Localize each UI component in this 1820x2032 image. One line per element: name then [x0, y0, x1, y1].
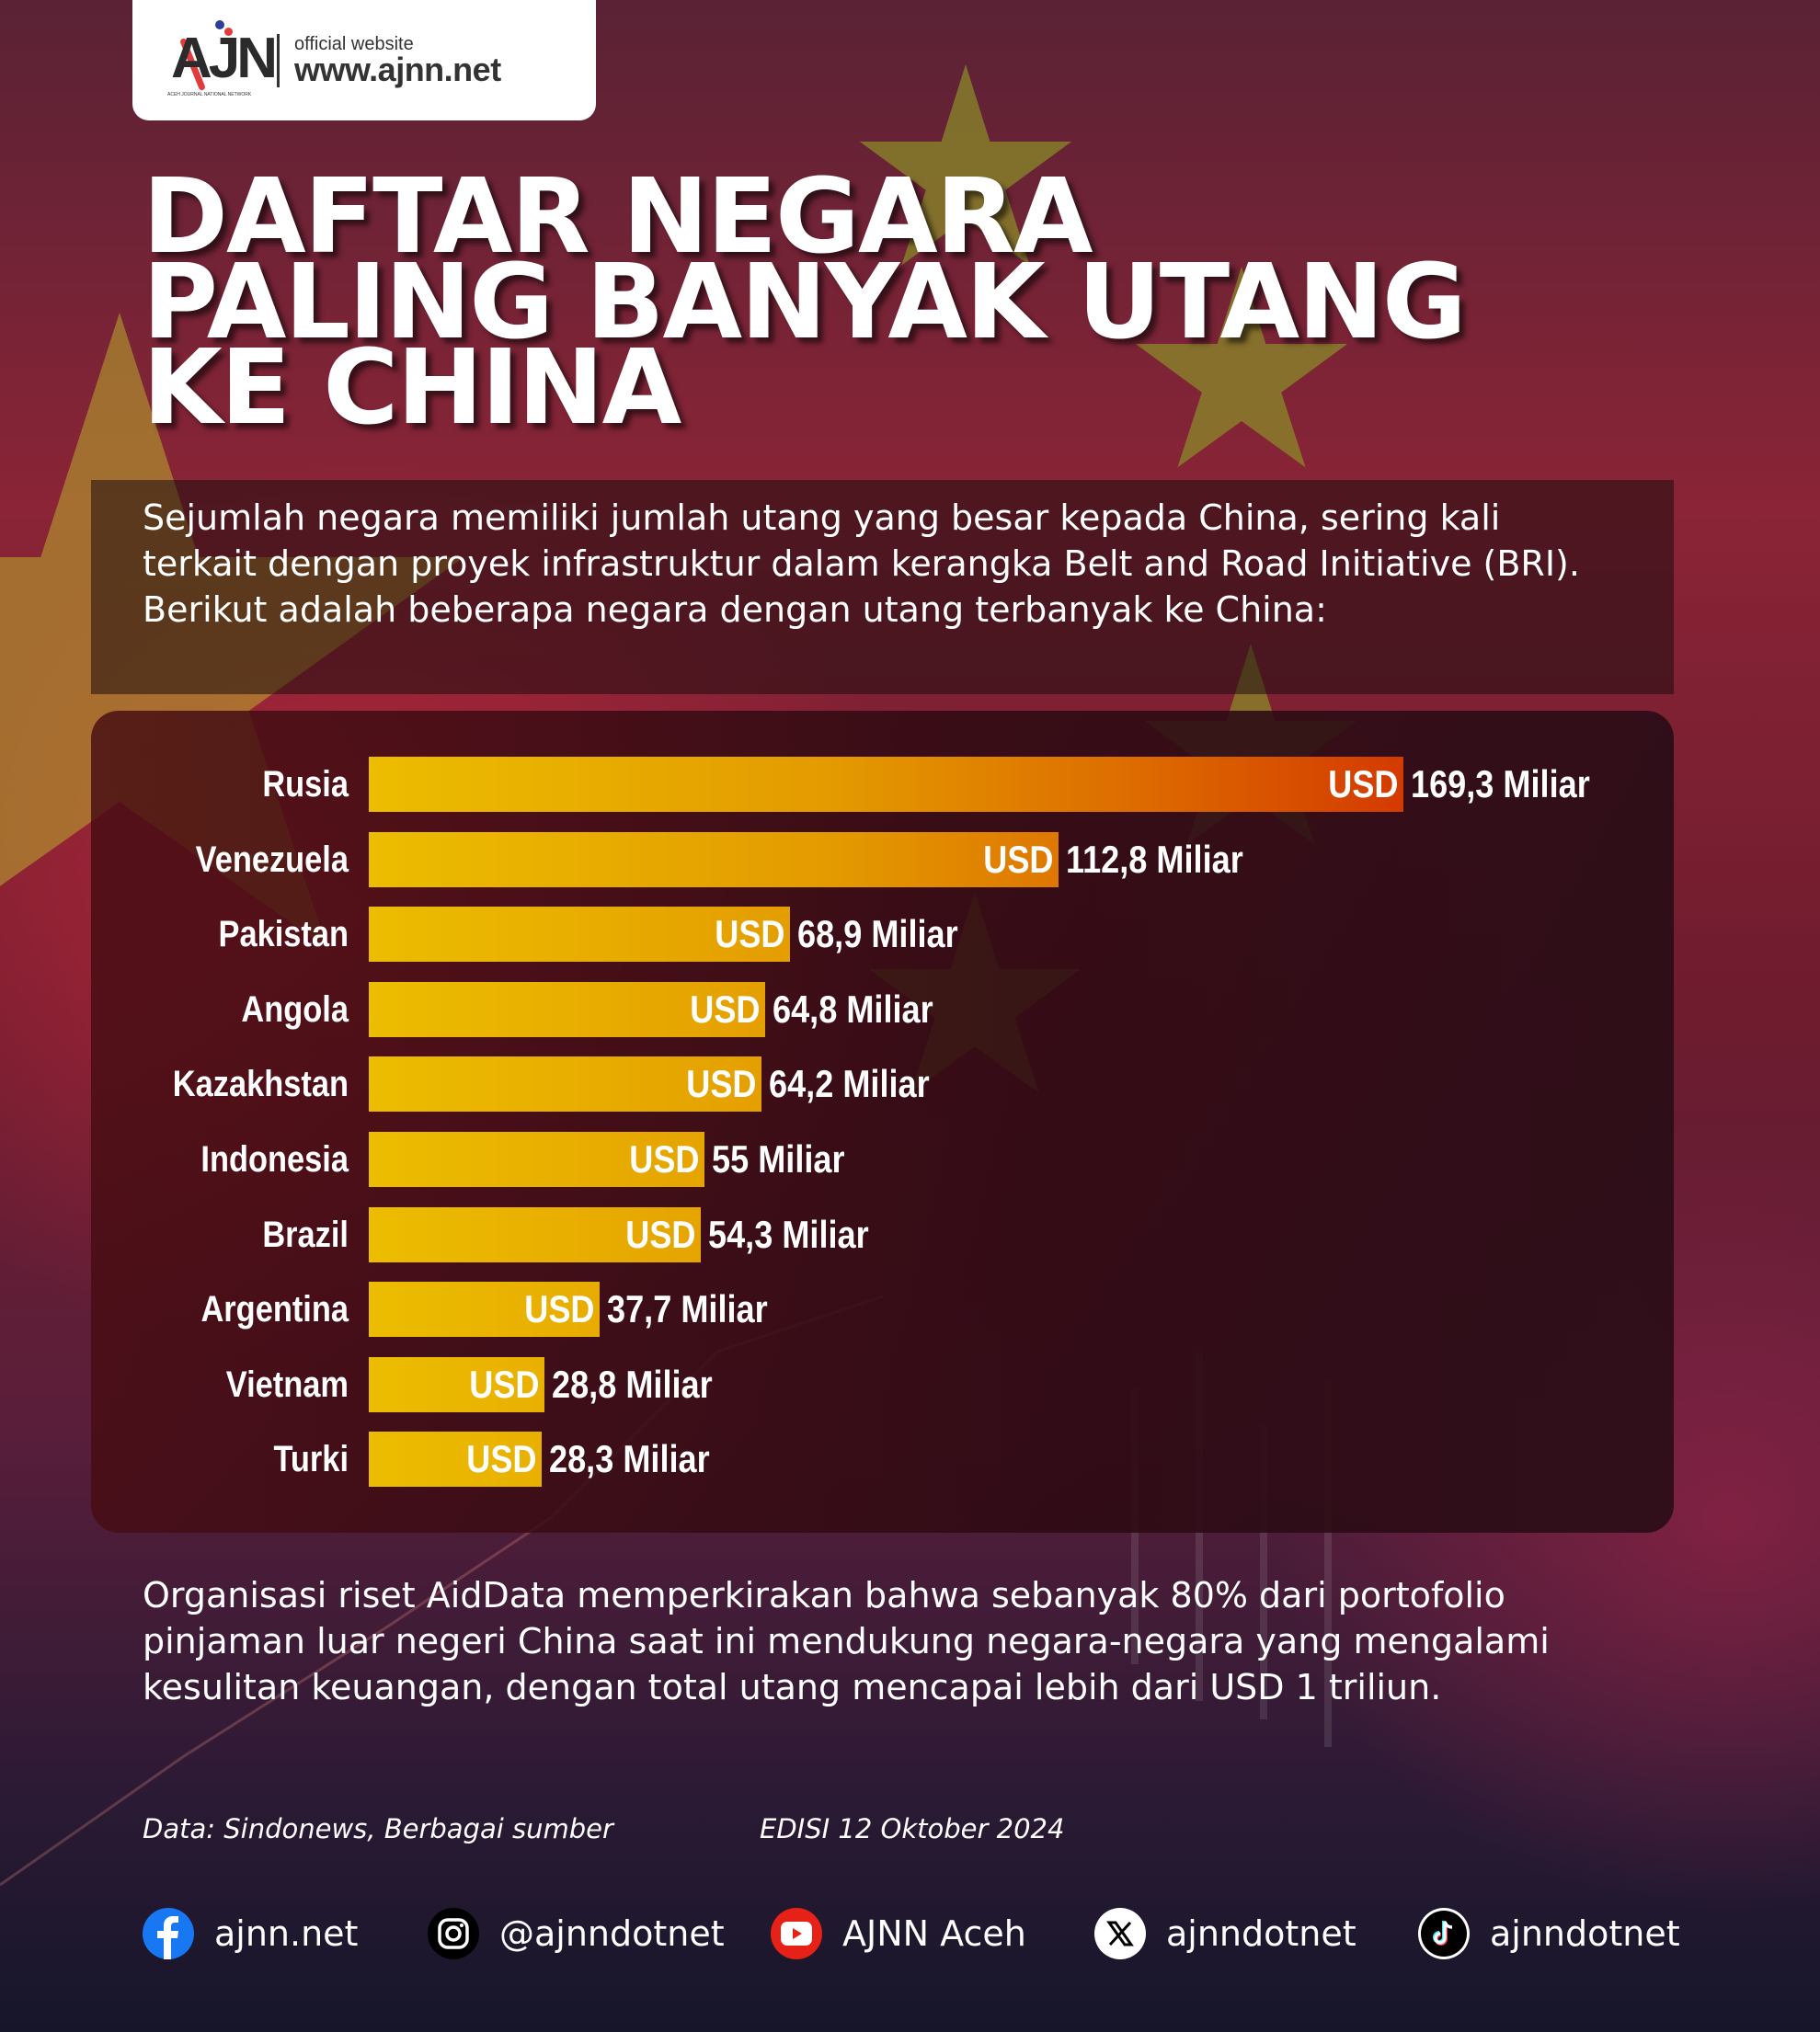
bar-row: Turki USD 28,3 Miliar [91, 1432, 1674, 1488]
bar-row: Vietnam USD 28,8 Miliar [91, 1356, 1674, 1412]
currency-label: USD [625, 1212, 696, 1256]
value-bar: USD [369, 1356, 544, 1412]
country-label: Turki [273, 1439, 349, 1480]
value-label: 37,7 Miliar [607, 1287, 768, 1331]
value-bar: USD [369, 1206, 701, 1262]
value-label: 28,8 Miliar [552, 1362, 713, 1406]
currency-label: USD [524, 1287, 595, 1331]
intro-box: Sejumlah negara memiliki jumlah utang ya… [91, 480, 1674, 694]
country-label: Venezuela [195, 839, 349, 880]
country-label: Vietnam [225, 1364, 349, 1405]
value-bar: USD [369, 1132, 704, 1187]
currency-label: USD [983, 837, 1054, 881]
currency-label: USD [466, 1437, 537, 1481]
instagram-icon [428, 1908, 479, 1959]
value-bar: USD [369, 1432, 542, 1488]
facebook-icon [143, 1908, 194, 1959]
bar-row: Kazakhstan USD 64,2 Miliar [91, 1056, 1674, 1113]
social-youtube[interactable]: AJNN Aceh [771, 1908, 1026, 1959]
x-icon [1094, 1908, 1146, 1959]
value-bar: USD [369, 907, 790, 963]
page-title: DAFTAR NEGARA PALING BANYAK UTANG KE CHI… [143, 157, 1467, 448]
title-line-2: PALING BANYAK UTANG [143, 243, 1467, 362]
bar-chart-panel: Rusia USD 169,3 Miliar Venezuela USD 112,8 Mi… [91, 711, 1674, 1533]
bar-row: Angola USD 64,8 Miliar [91, 981, 1674, 1037]
title-line-1: DAFTAR NEGARA [143, 157, 1093, 277]
value-label: 55 Miliar [712, 1137, 845, 1181]
country-label: Rusia [262, 764, 349, 805]
currency-label: USD [690, 987, 761, 1031]
bar-row: Rusia USD 169,3 Miliar [91, 757, 1674, 812]
country-label: Angola [241, 988, 349, 1030]
currency-label: USD [629, 1137, 700, 1181]
logo-subtitle: ACEH JOURNAL NATIONAL NETWORK [167, 91, 252, 97]
country-label: Kazakhstan [172, 1064, 349, 1105]
data-source: Data: Sindonews, Berbagai sumber [143, 1813, 613, 1844]
value-bar: USD [369, 1282, 600, 1338]
intro-text: Sejumlah negara memiliki jumlah utang ya… [143, 497, 1580, 630]
bar-row: Venezuela USD 112,8 Miliar [91, 831, 1674, 887]
value-label: 68,9 Miliar [797, 912, 958, 956]
social-x[interactable]: ajnndotnet [1094, 1908, 1356, 1959]
currency-label: USD [715, 912, 785, 956]
value-bar: USD [369, 1056, 761, 1113]
currency-label: USD [686, 1062, 757, 1106]
country-label: Argentina [200, 1289, 349, 1330]
logo-divider [277, 33, 280, 87]
country-label: Brazil [262, 1214, 349, 1255]
value-label: 112,8 Miliar [1066, 837, 1243, 881]
country-label: Pakistan [218, 914, 349, 955]
youtube-icon [771, 1908, 822, 1959]
value-label: 54,3 Miliar [708, 1212, 869, 1256]
social-instagram[interactable]: @ajnndotnet [428, 1908, 725, 1959]
title-line-3: KE CHINA [143, 328, 681, 448]
ajnn-logo: AJN ACEH JOURNAL NATIONAL NETWORK [167, 19, 278, 97]
currency-label: USD [1328, 762, 1399, 805]
currency-label: USD [469, 1362, 540, 1406]
bar-row: Pakistan USD 68,9 Miliar [91, 907, 1674, 963]
value-label: 64,8 Miliar [773, 987, 933, 1031]
edition-date: EDISI 12 Oktober 2024 [760, 1813, 1065, 1844]
value-bar: USD [369, 981, 765, 1037]
header-logo-card[interactable]: AJN ACEH JOURNAL NATIONAL NETWORK offici… [132, 0, 596, 120]
outro-text: Organisasi riset AidData memperkirakan b… [143, 1575, 1550, 1707]
tiktok-icon [1418, 1908, 1470, 1959]
social-facebook[interactable]: ajnn.net [143, 1908, 358, 1959]
official-website-label: official website [294, 33, 414, 54]
bar-row: Brazil USD 54,3 Miliar [91, 1206, 1674, 1262]
social-tiktok[interactable]: ajnndotnet [1418, 1908, 1680, 1959]
value-bar: USD [369, 757, 1403, 812]
country-label: Indonesia [200, 1139, 349, 1180]
value-label: 64,2 Miliar [769, 1062, 930, 1106]
website-link[interactable]: www.ajnn.net [294, 50, 501, 88]
bar-row: Indonesia USD 55 Miliar [91, 1132, 1674, 1187]
value-bar: USD [369, 831, 1059, 887]
bar-row: Argentina USD 37,7 Miliar [91, 1282, 1674, 1338]
value-label: 169,3 Miliar [1411, 762, 1590, 805]
value-label: 28,3 Miliar [549, 1437, 710, 1481]
